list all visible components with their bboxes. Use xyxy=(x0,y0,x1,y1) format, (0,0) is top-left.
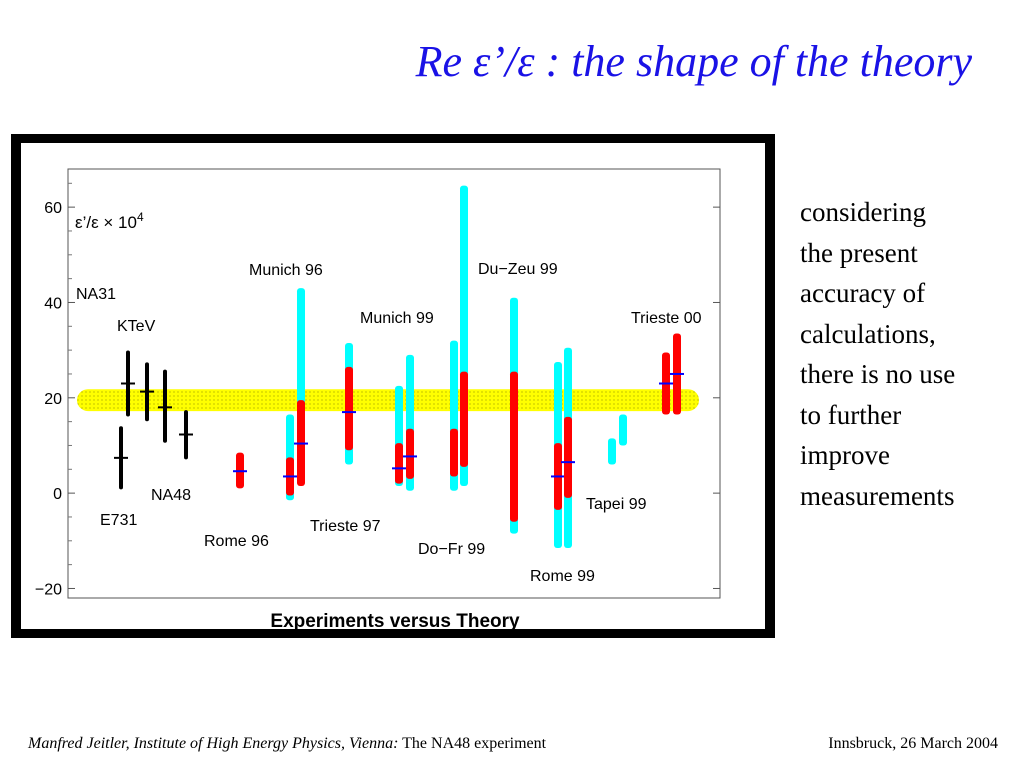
figure-frame: −20 0 20 40 60 ε’/ε × 104 NA31 KTeV E731 NA48 Muni… xyxy=(11,134,775,638)
footer-place-date: Innsbruck, 26 March 2004 xyxy=(828,735,998,752)
annotation-label: E731 xyxy=(100,512,137,529)
theory-bar-red xyxy=(450,428,458,477)
side-note-line: improve xyxy=(800,440,890,470)
annotation-label: Rome 96 xyxy=(204,533,269,550)
y-tick-label: −20 xyxy=(35,581,62,598)
theory-bar-cyan xyxy=(608,438,616,465)
theory-bar-red xyxy=(460,371,468,467)
annotation-label: Trieste 00 xyxy=(631,310,702,327)
theory-bar-red xyxy=(345,366,353,451)
side-note-line: the present xyxy=(800,237,918,268)
annotation-label: Rome 99 xyxy=(530,568,595,585)
footer: Manfred Jeitler, Institute of High Energ… xyxy=(28,735,546,753)
annotation-label: Du−Zeu 99 xyxy=(478,261,558,278)
footer-author: Manfred Jeitler, Institute of High Energ… xyxy=(28,735,399,752)
y-axis-label: ε’/ε × 104 xyxy=(75,210,144,232)
annotation-label: NA31 xyxy=(76,286,116,303)
theory-bar-cyan xyxy=(619,414,627,446)
side-note-line: accuracy of xyxy=(800,278,926,308)
theory-bar-red xyxy=(395,443,403,484)
chart-caption: Experiments versus Theory xyxy=(270,611,520,629)
footer-talk: The NA48 experiment xyxy=(398,735,547,752)
slide-title: Re ε’/ε : the shape of the theory xyxy=(415,37,972,86)
theory-bar-red xyxy=(406,428,414,479)
side-note-line: to further xyxy=(800,399,902,430)
side-note-line: there is no use xyxy=(800,359,956,389)
side-note-line: measurements xyxy=(800,480,955,511)
figure-canvas: −20 0 20 40 60 ε’/ε × 104 NA31 KTeV E731 NA48 Muni… xyxy=(21,143,765,629)
annotation-label: Munich 99 xyxy=(360,310,434,327)
side-note-line: calculations, xyxy=(800,318,936,349)
theory-band-dots xyxy=(77,389,699,412)
annotation-label: NA48 xyxy=(151,487,191,504)
theory-bar-red xyxy=(564,416,572,498)
y-tick-label: 0 xyxy=(53,486,62,503)
annotation-label: Trieste 97 xyxy=(310,518,381,535)
annotation-label: Tapei 99 xyxy=(586,496,647,513)
annotation-label: Do−Fr 99 xyxy=(418,541,485,558)
annotation-label: Munich 96 xyxy=(249,262,323,279)
side-note: considering the present accuracy of calc… xyxy=(800,192,1015,516)
y-tick-label: 20 xyxy=(44,391,62,408)
side-note-line: considering xyxy=(800,197,926,227)
theory-bar-red xyxy=(510,371,518,522)
annotation-label: KTeV xyxy=(117,318,156,335)
y-tick-label: 40 xyxy=(44,295,62,312)
y-tick-label: 60 xyxy=(44,200,62,217)
plot-frame xyxy=(67,168,721,599)
